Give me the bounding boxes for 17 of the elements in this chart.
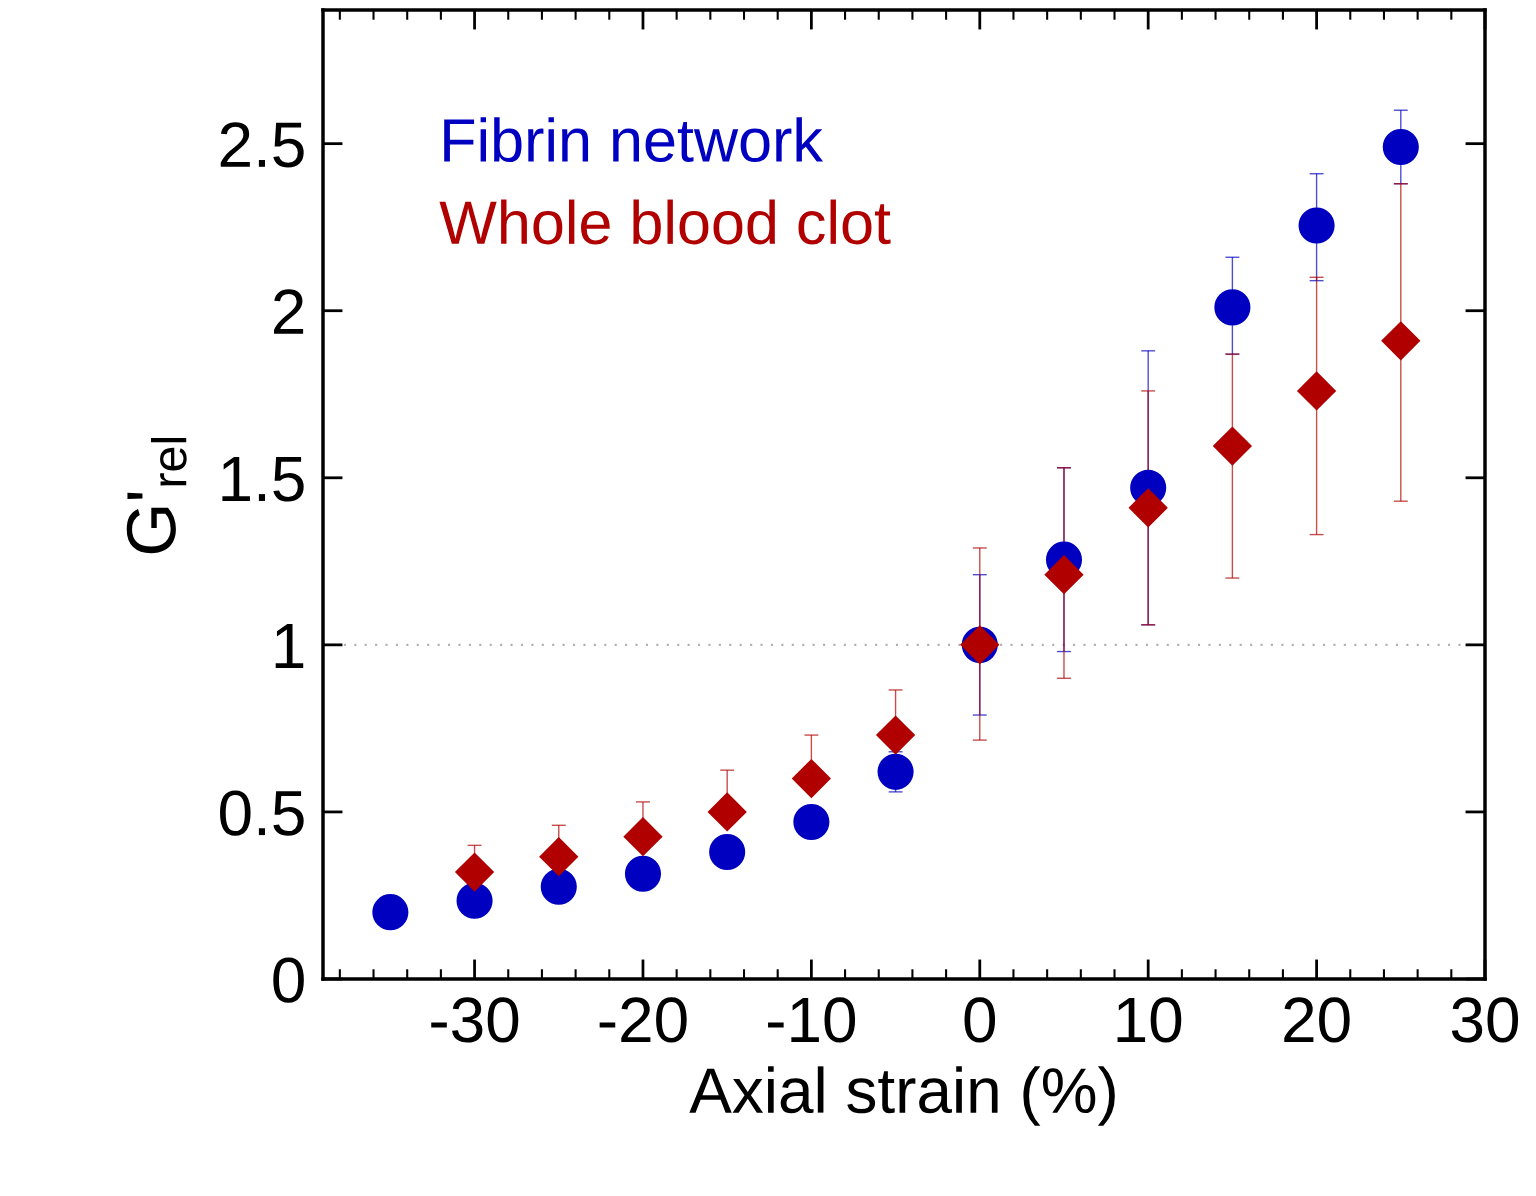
y-tick-label: 0.5 — [220, 790, 304, 836]
x-tick-label: 30 — [1451, 997, 1519, 1043]
y-tick-label: 1 — [275, 624, 304, 669]
y-tick-label: 2.5 — [220, 122, 304, 168]
x-tick-label: -10 — [768, 997, 856, 1043]
x-tick-label: 10 — [1117, 997, 1182, 1043]
y-tick-label: 1.5 — [222, 456, 304, 502]
y-axis-title: G'$_{rel}$ — [126, 437, 187, 554]
x-tick-label: -20 — [599, 997, 687, 1043]
x-tick-label: -30 — [431, 997, 519, 1043]
y-tick-label: 0 — [273, 957, 304, 1003]
x-axis-title: Axial strain (%) — [689, 1066, 1115, 1126]
x-tick-label: 0 — [964, 997, 996, 1043]
x-tick-label: 20 — [1284, 997, 1350, 1043]
text: Whole blood clot — [439, 199, 891, 245]
text: Fibrin network — [444, 117, 824, 163]
y-tick-label: 2 — [274, 289, 304, 334]
